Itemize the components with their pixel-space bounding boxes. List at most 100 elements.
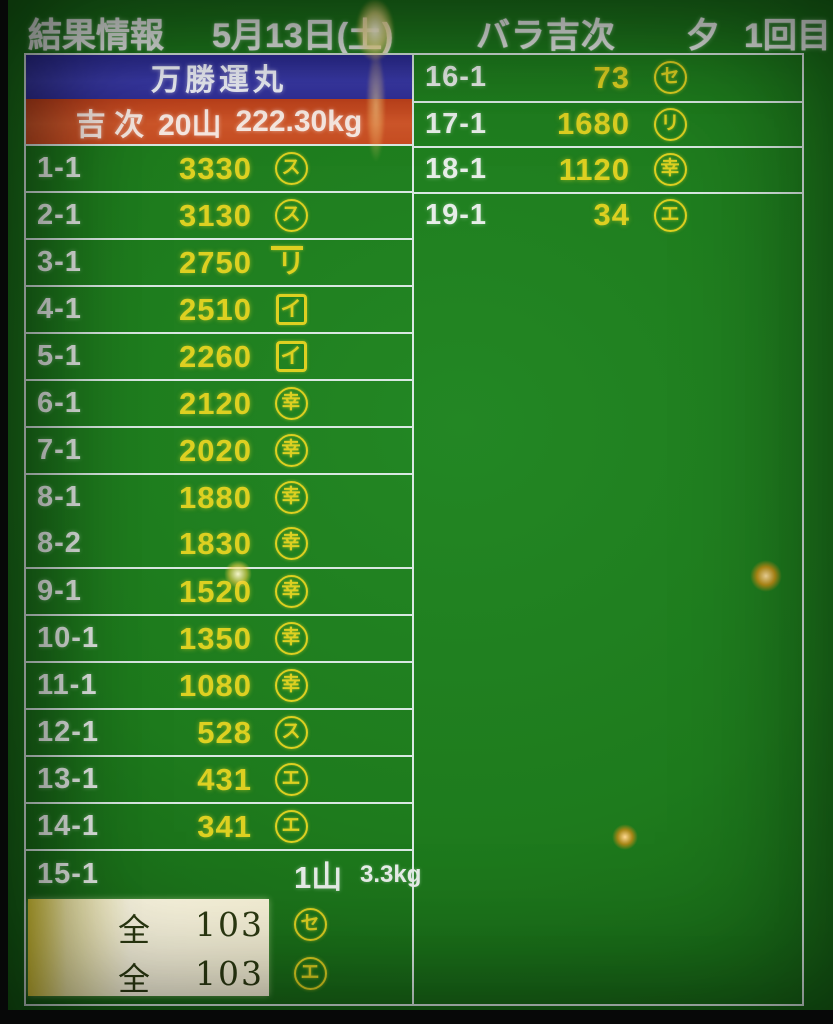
table-row: 11-1 1080 幸 [26, 661, 412, 708]
buyer-mark-icon: ス [274, 152, 308, 185]
buyer-mark-icon: セ [293, 907, 327, 941]
page-header: 結果情報 5月13日(土) バラ吉次 夕 1回目 [8, 6, 833, 55]
lot-price: 1880 [179, 479, 252, 515]
table-row: 1-1 3330 ス [26, 144, 412, 191]
lot-number: 15-1 [37, 858, 100, 890]
page-title: 結果情報 [28, 17, 164, 55]
pile-weight: 3.3kg [360, 860, 422, 888]
total-row: 全 103 セ [26, 900, 416, 949]
buyer-mark-icon: リ [653, 107, 687, 141]
auction-result-screen: 結果情報 5月13日(土) バラ吉次 夕 1回目 万勝運丸 吉 次 20山 22… [8, 0, 833, 1010]
table-row: 8-2 1830 幸 [26, 520, 412, 567]
total-weight: 222.30kg [235, 104, 363, 138]
buyer-mark-icon: エ [653, 198, 687, 232]
item-name: バラ吉次 [476, 17, 616, 55]
buyer-mark-icon: リ [270, 245, 305, 281]
lot-price: 1350 [179, 620, 252, 656]
buyer-mark-icon: セ [653, 61, 687, 95]
table-row: 16-1 73 セ [414, 55, 802, 101]
buyer-mark-icon: 幸 [274, 387, 308, 420]
table-row: 3-1 2750 リ [26, 238, 412, 285]
auction-date: 5月13日(土) [212, 17, 394, 55]
buyer-mark-icon: 幸 [274, 622, 308, 655]
buyer-mark-icon: ス [274, 716, 308, 749]
totals-section: 全 103 セ 全 103 エ [26, 898, 412, 1004]
lot-price: 3130 [179, 197, 252, 233]
lot-number: 14-1 [37, 810, 100, 842]
lot-price: 2020 [179, 432, 252, 468]
lot-number: 4-1 [37, 293, 82, 325]
lot-price: 2750 [179, 244, 252, 280]
lot-price: 1830 [179, 525, 252, 561]
lot-number: 5-1 [37, 340, 82, 372]
buyer-mark-icon: 幸 [274, 575, 308, 608]
buyer-mark-icon: 幸 [274, 434, 308, 467]
table-row: 14-1 341 エ [26, 802, 412, 849]
right-result-table: 16-1 73 セ 17-1 1680 リ 18-1 1120 幸 19-1 3… [414, 53, 804, 1006]
boat-name: 万勝運丸 [151, 64, 287, 97]
table-row: 17-1 1680 リ [414, 100, 802, 147]
round-label: 1回目 [744, 17, 831, 55]
lot-price: 73 [593, 59, 630, 95]
total-row: 全 103 エ [26, 949, 416, 998]
lot-number: 12-1 [37, 716, 100, 748]
lot-price: 431 [197, 761, 252, 797]
buyer-mark-icon: 幸 [274, 481, 308, 514]
lot-number: 8-1 [37, 481, 82, 513]
table-row: 13-1 431 エ [26, 755, 412, 802]
lot-number: 3-1 [37, 246, 82, 278]
table-row: 7-1 2020 幸 [26, 426, 412, 473]
lot-number: 6-1 [37, 387, 82, 419]
lot-number: 8-2 [37, 527, 82, 559]
table-row: 6-1 2120 幸 [26, 379, 412, 426]
lot-price: 1520 [179, 573, 252, 609]
buyer-mark-icon: 幸 [274, 669, 308, 702]
table-row: 8-1 1880 幸 [26, 473, 412, 520]
left-result-table: 万勝運丸 吉 次 20山 222.30kg 1-1 3330 ス 2-1 313… [24, 53, 421, 1006]
lot-price: 2510 [179, 291, 252, 327]
buyer-mark-icon: ス [274, 199, 308, 232]
boat-name-header: 万勝運丸 [26, 55, 412, 99]
session-label: 夕 [686, 17, 720, 55]
table-row: 4-1 2510 イ [26, 285, 412, 332]
lot-number: 13-1 [37, 763, 100, 795]
totals-highlight-panel [28, 899, 269, 996]
buyer-mark-icon: エ [274, 763, 308, 796]
lot-number: 11-1 [37, 669, 98, 701]
total-value: 103 [195, 905, 264, 944]
buyer-mark-icon: 幸 [653, 153, 687, 187]
lot-number: 10-1 [37, 622, 100, 654]
empty-table-area [414, 237, 802, 1004]
lot-price: 2260 [179, 338, 252, 374]
table-row: 10-1 1350 幸 [26, 614, 412, 661]
lot-number: 9-1 [37, 575, 82, 607]
table-row: 9-1 1520 幸 [26, 567, 412, 614]
table-row: 19-1 34 エ [414, 191, 802, 238]
lot-price: 528 [197, 714, 252, 750]
buyer-mark-icon: エ [274, 810, 308, 843]
total-label: 全 [118, 960, 151, 998]
lot-number: 17-1 [425, 107, 488, 140]
buyer-mark-icon: 幸 [274, 527, 308, 560]
fish-name: 吉 次 [75, 108, 145, 142]
buyer-mark-icon: イ [275, 294, 307, 325]
lot-price: 3330 [179, 150, 252, 186]
pile-count: 1山 [294, 860, 343, 895]
buyer-mark-icon: エ [293, 956, 327, 990]
total-label: 全 [118, 911, 151, 949]
lot-price: 2120 [179, 385, 252, 421]
lot-number: 1-1 [37, 152, 82, 184]
lot-price: 34 [593, 197, 630, 233]
table-row: 2-1 3130 ス [26, 191, 412, 238]
table-row: 18-1 1120 幸 [414, 146, 802, 192]
total-value: 103 [195, 954, 264, 993]
table-row: 12-1 528 ス [26, 708, 412, 755]
fish-summary-header: 吉 次 20山 222.30kg [26, 99, 412, 144]
lot-price: 341 [197, 808, 252, 844]
lot-number: 16-1 [425, 61, 488, 94]
lot-number: 7-1 [37, 434, 82, 466]
buyer-mark-icon: イ [275, 341, 307, 372]
lot-price: 1120 [558, 151, 630, 187]
table-row-last: 15-1 1山 3.3kg [26, 849, 421, 898]
lot-number: 19-1 [425, 198, 488, 231]
